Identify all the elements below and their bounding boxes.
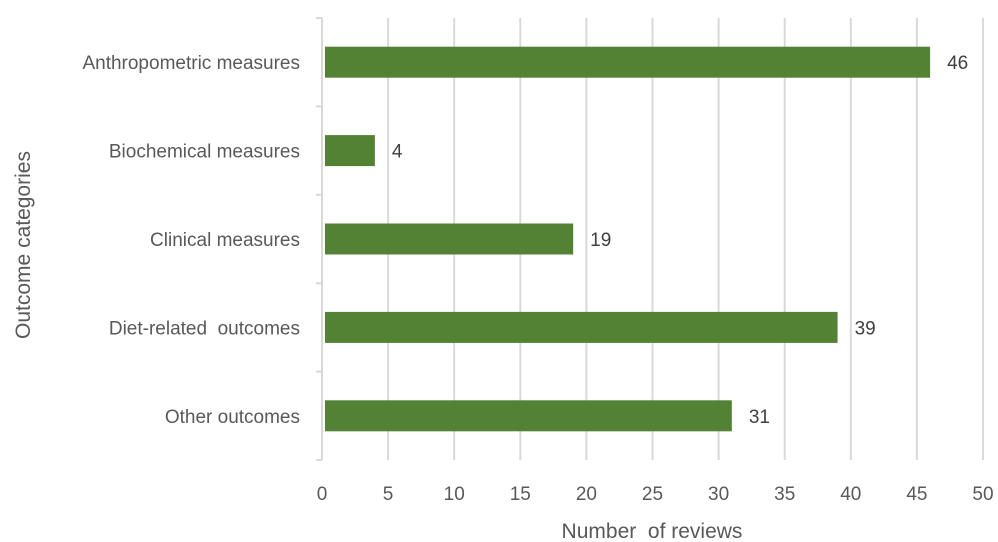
bar [325,400,732,432]
category-label: Clinical measures [150,230,300,251]
bar [325,311,838,343]
x-tick-label: 15 [510,484,531,505]
x-tick-label: 45 [906,484,927,505]
y-axis-title: Outcome categories [12,151,35,339]
x-tick-label: 35 [774,484,795,505]
category-labels: Anthropometric measures Biochemical measu… [82,53,300,428]
bars [325,46,931,432]
bar [325,46,931,78]
x-tick-label: 5 [383,484,394,505]
category-label: Biochemical measures [109,142,300,163]
gridlines [387,18,984,460]
x-tick-label: 50 [972,484,993,505]
x-tick-label: 20 [576,484,597,505]
data-label: 31 [749,407,770,428]
data-label: 39 [855,318,876,339]
x-tick-label: 0 [317,484,328,505]
x-axis-title: Number of reviews [562,520,743,542]
category-label: Other outcomes [165,407,300,428]
category-label: Anthropometric measures [82,53,300,74]
x-tick-label: 30 [708,484,729,505]
bar [325,135,375,167]
data-label: 19 [590,230,611,251]
bar [325,223,574,255]
category-label: Diet-related outcomes [109,318,300,339]
data-labels: 46 4 19 39 31 [392,53,968,428]
x-tick-label: 25 [642,484,663,505]
data-label: 4 [392,142,403,163]
y-axis [316,17,323,461]
data-label: 46 [947,53,968,74]
x-tick-label: 10 [444,484,465,505]
x-tick-label: 40 [840,484,861,505]
x-tick-labels: 0 5 10 15 20 25 30 35 40 45 50 [317,484,994,505]
